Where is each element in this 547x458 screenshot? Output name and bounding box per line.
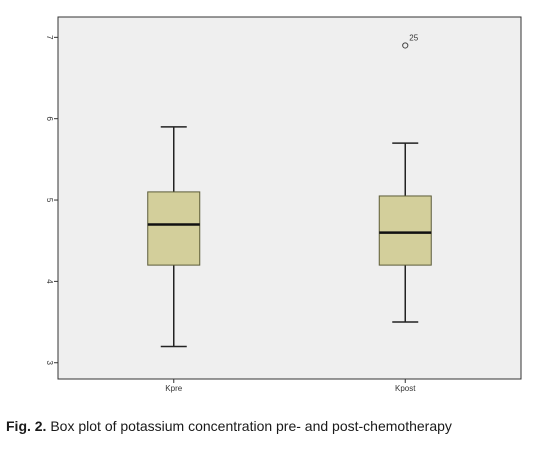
- figure-caption-text: Box plot of potassium concentration pre-…: [50, 418, 452, 434]
- outlier-label: 25: [409, 33, 418, 42]
- y-tick-label: 5: [45, 198, 54, 203]
- y-tick-label: 4: [45, 279, 54, 284]
- x-tick-label: Kpost: [395, 384, 416, 393]
- plot-area: [57, 16, 522, 380]
- y-tick-label: 6: [45, 116, 54, 121]
- figure-caption-label: Fig. 2.: [6, 418, 47, 434]
- y-tick-label: 3: [45, 361, 54, 366]
- y-tick-label: 7: [45, 35, 54, 40]
- outlier-point: [402, 42, 409, 49]
- figure-caption: Fig. 2. Box plot of potassium concentrat…: [6, 418, 546, 434]
- x-tick-label: Kpre: [165, 384, 182, 393]
- box-kpost: [378, 195, 432, 266]
- box-kpre: [147, 191, 201, 266]
- box-plot: 3 4 5 6 7 Kpre Kpost 25: [45, 16, 522, 393]
